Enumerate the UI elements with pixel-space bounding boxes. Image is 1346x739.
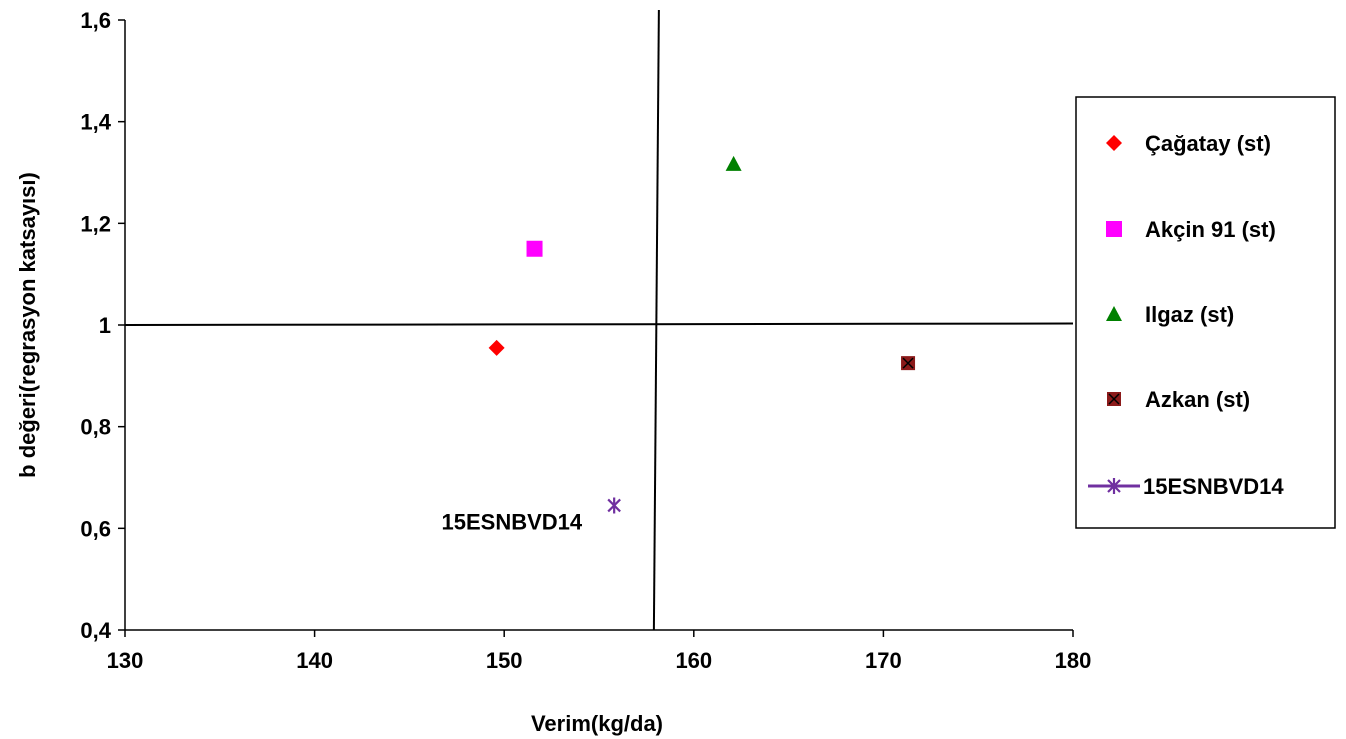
square-marker (526, 240, 543, 257)
legend-label: Azkan (st) (1145, 387, 1250, 412)
annotations: 15ESNBVD14 (442, 509, 583, 534)
x-square-cross (1108, 393, 1120, 405)
data-point (488, 339, 505, 356)
legend-marker (1106, 306, 1122, 321)
legend-marker (1107, 392, 1121, 406)
x-tick-label: 180 (1055, 648, 1092, 673)
legend-marker (1107, 478, 1121, 494)
x-tick-label: 160 (675, 648, 712, 673)
legend-label: 15ESNBVD14 (1143, 474, 1284, 499)
x-tick-label: 170 (865, 648, 902, 673)
legend-box (1075, 96, 1336, 529)
y-tick-label: 1 (99, 313, 111, 338)
x-axis-label: Verim(kg/da) (531, 711, 663, 736)
x-square-cross (902, 357, 914, 369)
legend-marker (1106, 221, 1122, 237)
y-tick-label: 1,4 (80, 110, 111, 135)
legend-marker (1106, 135, 1122, 151)
point-annotation: 15ESNBVD14 (442, 509, 583, 534)
y-tick-label: 1,6 (80, 8, 111, 33)
x-tick-label: 130 (107, 648, 144, 673)
diamond-marker (1106, 135, 1122, 151)
y-tick-label: 0,4 (80, 618, 111, 643)
legend-label: Akçin 91 (st) (1145, 217, 1276, 242)
asterisk-marker (1107, 478, 1121, 494)
legend-label: Çağatay (st) (1145, 131, 1271, 156)
reference-lines (124, 9, 1074, 631)
square-marker (1106, 221, 1122, 237)
legend-label: Ilgaz (st) (1145, 302, 1234, 327)
asterisk-marker (607, 497, 621, 514)
legend: Çağatay (st) Akçin 91 (st) Ilgaz (st) Azkan… (1075, 96, 1336, 529)
diamond-marker (488, 339, 505, 356)
tick-labels: 130 140 150 160 170 180 0,4 0,6 0,8 1 1,2 1,4 1,6 (80, 8, 1091, 673)
y-axis-label: b değeri(regrasyon katsayısı) (15, 172, 40, 478)
x-tick-label: 140 (296, 648, 333, 673)
horizontal-reference-line (124, 322, 1074, 326)
triangle-marker (725, 155, 742, 171)
x-tick-label: 150 (486, 648, 523, 673)
y-tick-label: 0,6 (80, 516, 111, 541)
y-tick-label: 0,8 (80, 415, 111, 440)
data-points (488, 155, 916, 514)
triangle-marker (1106, 306, 1122, 321)
data-point (725, 155, 742, 171)
data-point (901, 356, 916, 371)
data-point (607, 497, 621, 514)
data-point (526, 240, 543, 257)
vertical-reference-line (652, 9, 660, 631)
y-tick-label: 1,2 (80, 211, 111, 236)
